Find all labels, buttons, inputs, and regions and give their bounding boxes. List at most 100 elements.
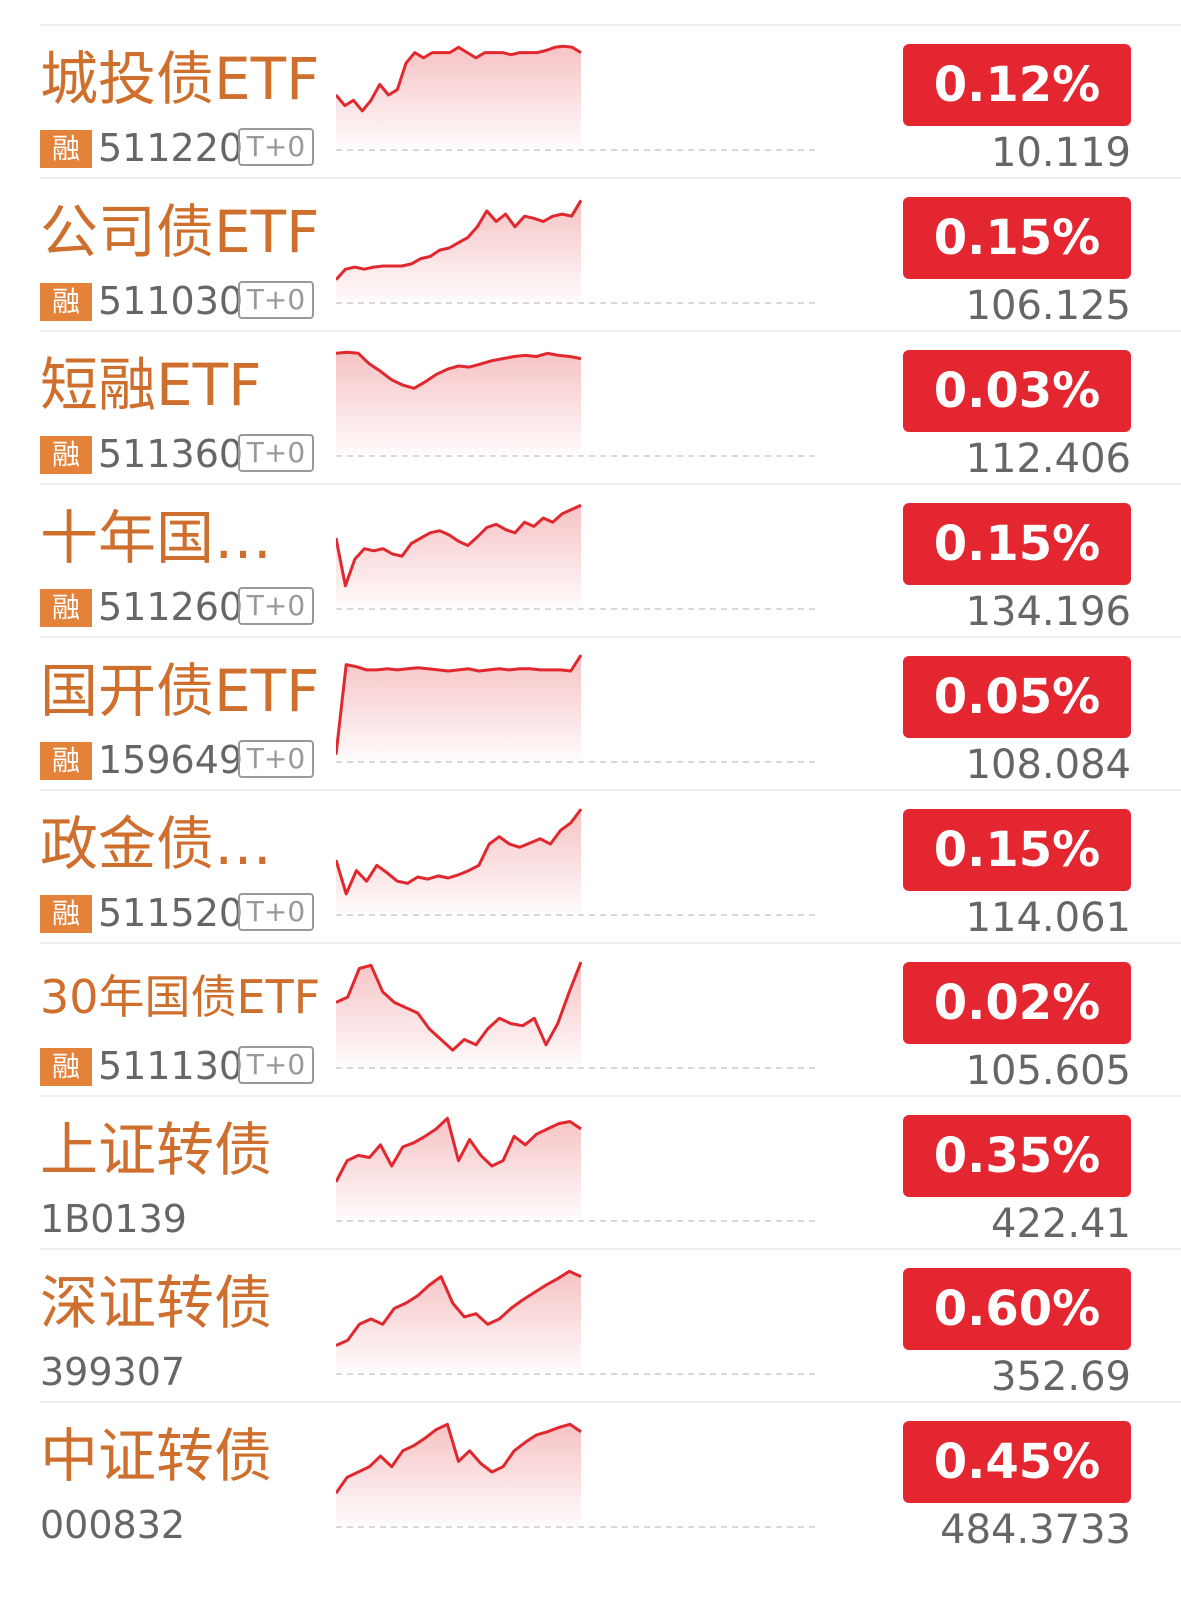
- sparkline-line: [336, 199, 583, 281]
- sparkline-area: [336, 1118, 581, 1219]
- change-badge[interactable]: 0.03%: [903, 350, 1131, 432]
- quote-row[interactable]: 深证转债 399307 0.60% 352.69: [0, 1248, 1181, 1406]
- security-name: 上证转债: [40, 1117, 273, 1183]
- security-name: 公司债ETF: [40, 199, 320, 265]
- margin-badge: 融: [40, 436, 92, 474]
- sparkline-chart: [336, 1116, 816, 1222]
- sparkline-area: [336, 1424, 581, 1525]
- quote-row[interactable]: 30年国债ETF 融 511130 T+0 0.02% 105.605: [0, 942, 1181, 1100]
- quote-row[interactable]: 短融ETF 融 511360 T+0 0.03% 112.406: [0, 330, 1181, 488]
- sparkline-chart: [336, 503, 816, 610]
- quote-row[interactable]: 中证转债 000832 0.45% 484.3733: [0, 1401, 1181, 1559]
- sparkline-chart: [336, 961, 816, 1069]
- latest-price: 105.605: [965, 1048, 1131, 1094]
- sparkline-area: [336, 809, 581, 913]
- row-divider: [40, 1248, 1181, 1250]
- t0-badge: T+0: [238, 740, 314, 778]
- sparkline-line: [336, 44, 582, 113]
- latest-price: 108.084: [965, 742, 1131, 788]
- security-name: 政金债券ETF: [40, 811, 326, 877]
- margin-badge: 融: [40, 589, 92, 627]
- security-code: 511260: [98, 585, 244, 629]
- quote-row[interactable]: 国开债ETF 融 159649 T+0 0.05% 108.084: [0, 636, 1181, 794]
- row-divider: [40, 636, 1181, 638]
- change-badge[interactable]: 0.45%: [903, 1421, 1131, 1503]
- sparkline-line: [336, 808, 583, 896]
- change-badge[interactable]: 0.15%: [903, 197, 1131, 279]
- security-name: 30年国债ETF: [40, 970, 321, 1024]
- t0-badge: T+0: [238, 587, 314, 625]
- security-name: 十年国债ETF: [40, 505, 326, 571]
- t0-badge: T+0: [238, 893, 314, 931]
- latest-price: 484.3733: [940, 1507, 1131, 1553]
- sparkline-chart: [336, 199, 816, 304]
- latest-price: 134.196: [965, 589, 1131, 635]
- latest-price: 10.119: [991, 130, 1131, 176]
- sparkline-line: [336, 961, 583, 1052]
- sparkline-area: [336, 46, 581, 149]
- sparkline-area: [336, 200, 581, 301]
- security-code: 511220: [98, 126, 244, 170]
- row-divider: [40, 483, 1181, 485]
- quote-row[interactable]: 城投债ETF 融 511220 T+0 0.12% 10.119: [0, 24, 1181, 182]
- quote-row[interactable]: 公司债ETF 融 511030 T+0 0.15% 106.125: [0, 177, 1181, 335]
- security-code: 511030: [98, 279, 244, 323]
- row-divider: [40, 789, 1181, 791]
- security-code: 511360: [98, 432, 244, 476]
- row-divider: [40, 330, 1181, 332]
- sparkline-line: [336, 1269, 582, 1347]
- row-divider: [40, 942, 1181, 944]
- margin-badge: 融: [40, 130, 92, 168]
- security-name: 城投债ETF: [40, 46, 320, 112]
- security-code: 1B0139: [40, 1197, 187, 1241]
- change-badge[interactable]: 0.60%: [903, 1268, 1131, 1350]
- change-badge[interactable]: 0.15%: [903, 809, 1131, 891]
- sparkline-area: [336, 1271, 581, 1372]
- margin-badge: 融: [40, 895, 92, 933]
- latest-price: 106.125: [965, 283, 1131, 329]
- security-code: 000832: [40, 1503, 186, 1547]
- margin-badge: 融: [40, 283, 92, 321]
- row-divider: [40, 1095, 1181, 1097]
- change-badge[interactable]: 0.02%: [903, 962, 1131, 1044]
- sparkline-chart: [336, 350, 816, 457]
- t0-badge: T+0: [238, 434, 314, 472]
- row-divider: [40, 177, 1181, 179]
- security-name: 深证转债: [40, 1270, 273, 1336]
- sparkline-line: [336, 1422, 582, 1495]
- sparkline-chart: [336, 654, 816, 763]
- t0-badge: T+0: [238, 1046, 314, 1084]
- t0-badge: T+0: [238, 128, 314, 166]
- latest-price: 422.41: [991, 1201, 1131, 1247]
- security-code: 511520: [98, 891, 244, 935]
- sparkline-line: [336, 350, 582, 390]
- sparkline-line: [336, 1116, 582, 1183]
- margin-badge: 融: [40, 742, 92, 780]
- sparkline-chart: [336, 1422, 816, 1528]
- sparkline-line: [336, 503, 582, 588]
- sparkline-line: [336, 654, 583, 755]
- sparkline-chart: [336, 1269, 816, 1375]
- row-divider: [40, 24, 1181, 26]
- change-badge[interactable]: 0.15%: [903, 503, 1131, 585]
- sparkline-area: [336, 352, 581, 454]
- sparkline-chart: [336, 808, 816, 916]
- sparkline-area: [336, 962, 581, 1066]
- security-code: 159649: [98, 738, 244, 782]
- security-code: 511130: [98, 1044, 244, 1088]
- change-badge[interactable]: 0.12%: [903, 44, 1131, 126]
- sparkline-chart: [336, 44, 816, 151]
- security-name: 短融ETF: [40, 352, 262, 418]
- latest-price: 352.69: [991, 1354, 1131, 1400]
- change-badge[interactable]: 0.05%: [903, 656, 1131, 738]
- change-badge[interactable]: 0.35%: [903, 1115, 1131, 1197]
- security-name: 中证转债: [40, 1423, 273, 1489]
- margin-badge: 融: [40, 1048, 92, 1086]
- row-divider: [40, 1401, 1181, 1403]
- latest-price: 114.061: [965, 895, 1131, 941]
- sparkline-area: [336, 655, 581, 760]
- security-name: 国开债ETF: [40, 658, 320, 724]
- quote-row[interactable]: 上证转债 1B0139 0.35% 422.41: [0, 1095, 1181, 1253]
